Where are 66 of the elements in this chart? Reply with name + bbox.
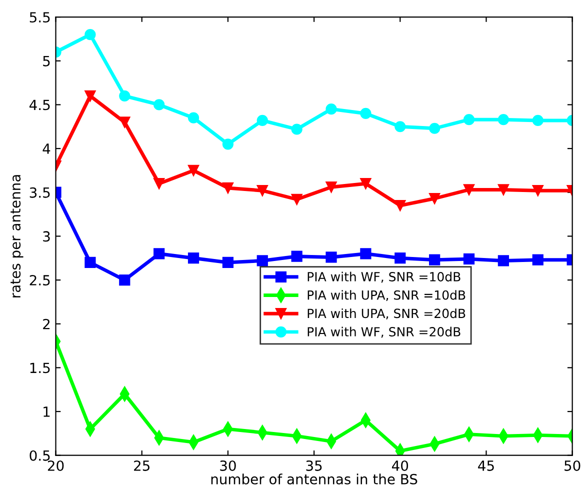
point (154, 248, 165, 260)
legend-label: PIA with UPA, SNR =20dB (308, 308, 466, 320)
point (291, 124, 302, 135)
point (222, 256, 234, 268)
point (154, 99, 165, 110)
point (498, 114, 510, 126)
legend-label: PIA with WF, SNR =20dB (308, 326, 460, 338)
x-tick-label: 30 (220, 460, 236, 471)
point (291, 194, 302, 205)
y-tick-label: 0.5 (30, 450, 50, 461)
point (84, 90, 96, 102)
point (532, 254, 544, 266)
y-axis-title: rates per antenna (10, 175, 24, 298)
legend-label: PIA with UPA, SNR =10dB (308, 290, 466, 302)
point (429, 122, 440, 134)
point (463, 114, 475, 126)
x-tick-label: 25 (134, 460, 150, 471)
point (188, 164, 200, 176)
point (222, 138, 234, 150)
point (256, 114, 268, 126)
point (360, 178, 372, 190)
point (498, 184, 510, 196)
point (84, 256, 96, 268)
point (222, 182, 234, 194)
x-tick-label: 40 (392, 460, 408, 471)
point (429, 254, 440, 266)
point (326, 252, 337, 263)
point (394, 252, 406, 264)
y-tick-label: 5 (43, 56, 50, 66)
point (394, 200, 406, 212)
y-tick-label: 4.5 (29, 100, 50, 110)
point (291, 250, 302, 262)
point (154, 178, 165, 190)
point (394, 121, 406, 132)
y-tick-label: 2 (43, 318, 50, 330)
y-tick-label: 2.5 (30, 274, 50, 286)
y-tick-label: 4 (42, 144, 50, 154)
point (532, 185, 544, 196)
y-tick-label: 1 (44, 406, 50, 417)
x-tick-label: 45 (478, 460, 494, 471)
point (326, 104, 337, 115)
y-tick-label: 3.5 (30, 187, 50, 198)
y-tick-label: 5.5 (30, 12, 50, 23)
point (256, 185, 268, 196)
point (463, 184, 475, 196)
point (429, 192, 440, 204)
point (188, 252, 200, 264)
x-tick-label: 35 (306, 460, 322, 471)
legend-label: PIA with WF, SNR =10dB (308, 272, 460, 283)
point (84, 29, 96, 40)
x-tick-label: 20 (48, 460, 64, 471)
y-tick-label: 1.5 (30, 362, 50, 374)
point (326, 182, 337, 193)
x-tick-label: 50 (564, 460, 580, 471)
x-axis-title: number of antennas in the BS (211, 474, 418, 484)
point (119, 90, 130, 102)
point (119, 116, 130, 128)
point (463, 253, 475, 265)
point (498, 255, 510, 266)
point (188, 112, 200, 124)
point (256, 255, 268, 266)
point (360, 108, 372, 120)
y-tick-label: 3 (43, 231, 50, 242)
point (360, 248, 372, 260)
point (119, 274, 130, 286)
point (532, 114, 544, 126)
